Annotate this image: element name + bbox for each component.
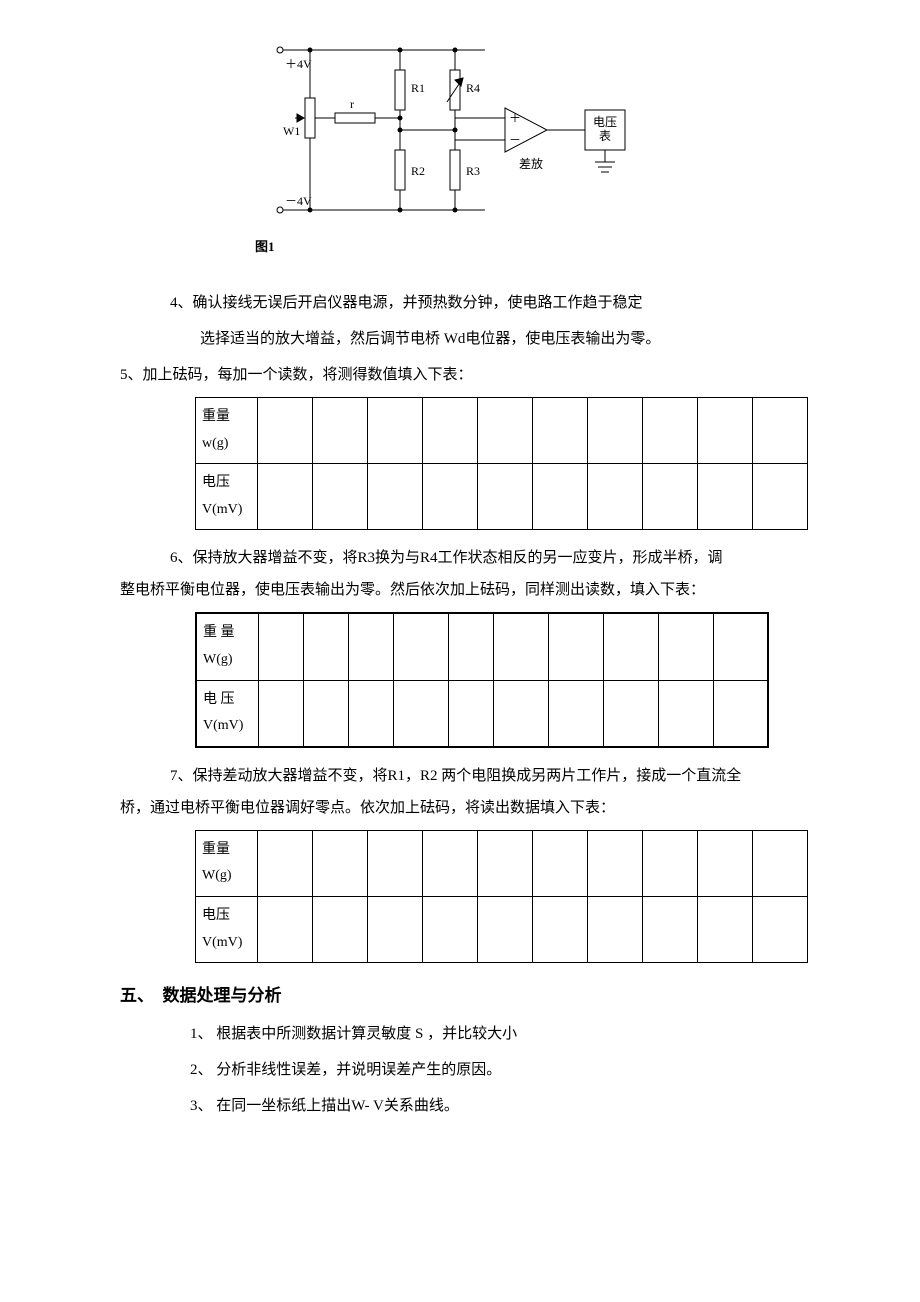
table-cell [348, 613, 393, 680]
label-minus: － [509, 133, 521, 147]
table-cell [448, 613, 493, 680]
table-cell [258, 464, 313, 530]
table-cell [588, 464, 643, 530]
para-7b: 桥，通过电桥平衡电位器调好零点。依次加上砝码，将读出数据填入下表： [0, 790, 920, 826]
data-table-3: 重量W(g) 电压V(mV) [195, 830, 808, 963]
table-cell [588, 398, 643, 464]
label-r1: R1 [411, 81, 425, 95]
page: ＋4V －4V W1 r R1 R2 R4 R3 ＋ － 差放 电压 表 图1 … [0, 0, 920, 1184]
table-cell [753, 398, 808, 464]
para-5: 5、加上砝码，每加一个读数，将测得数值填入下表： [0, 357, 920, 393]
table-cell [713, 613, 768, 680]
table-cell [643, 398, 698, 464]
table-cell [588, 896, 643, 962]
circuit-svg: ＋4V －4V W1 r R1 R2 R4 R3 ＋ － 差放 电压 表 [265, 40, 655, 230]
table-row-header: 电 压V(mV) [196, 680, 258, 747]
table-cell [478, 896, 533, 962]
table-row-header: 重 量W(g) [196, 613, 258, 680]
data-table-2: 重 量W(g) 电 压V(mV) [195, 612, 769, 747]
para-6: 6、保持放大器增益不变，将R3换为与R4工作状态相反的另一应变片，形成半桥，调 [0, 540, 920, 576]
table-cell [533, 464, 588, 530]
table-cell [368, 398, 423, 464]
table-cell [478, 830, 533, 896]
para-4-line1: 4、确认接线无误后开启仪器电源，并预热数分钟，使电路工作趋于稳定 [0, 285, 920, 321]
table-cell [533, 398, 588, 464]
table-cell [533, 896, 588, 962]
para-7: 7、保持差动放大器增益不变，将R1，R2 两个电阻换成另两片工作片，接成一个直流… [0, 758, 920, 794]
table-cell [368, 896, 423, 962]
table-cell [658, 680, 713, 747]
data-table-1: 重量w(g) 电压V(mV) [195, 397, 808, 530]
figure-caption: 图1 [255, 236, 920, 255]
para-4-line2: 选择适当的放大增益，然后调节电桥 Wd电位器，使电压表输出为零。 [0, 321, 920, 357]
table-cell [533, 830, 588, 896]
table-cell [713, 680, 768, 747]
label-r4: R4 [466, 81, 480, 95]
label-minus4v: －4V [285, 194, 312, 208]
table-cell [658, 613, 713, 680]
table-cell [448, 680, 493, 747]
table-cell [643, 830, 698, 896]
table-cell [753, 464, 808, 530]
table-cell [303, 613, 348, 680]
table-cell [258, 830, 313, 896]
table-cell [393, 680, 448, 747]
table-cell [698, 896, 753, 962]
label-meter2: 表 [599, 129, 611, 143]
table-cell [698, 398, 753, 464]
table-cell [493, 613, 548, 680]
table-cell [368, 464, 423, 530]
table-cell [423, 398, 478, 464]
circuit-figure: ＋4V －4V W1 r R1 R2 R4 R3 ＋ － 差放 电压 表 图1 [0, 40, 920, 255]
label-w1: W1 [283, 124, 300, 138]
table-cell [258, 398, 313, 464]
table-row-header: 重量w(g) [196, 398, 258, 464]
table-cell [698, 830, 753, 896]
section-5-heading: 五、 数据处理与分析 [0, 981, 920, 1006]
table-cell [423, 896, 478, 962]
table-cell [478, 464, 533, 530]
label-r2: R2 [411, 164, 425, 178]
table-cell [258, 680, 303, 747]
table-cell [643, 464, 698, 530]
table-cell [603, 613, 658, 680]
table-cell [753, 896, 808, 962]
table-cell [698, 464, 753, 530]
section-5-item-3: 3、 在同一坐标纸上描出W- V关系曲线。 [0, 1088, 920, 1124]
table-cell [303, 680, 348, 747]
para-6b: 整电桥平衡电位器，使电压表输出为零。然后依次加上砝码，同样测出读数，填入下表： [0, 572, 920, 608]
table-cell [348, 680, 393, 747]
table-cell [313, 830, 368, 896]
table-cell [643, 896, 698, 962]
table-cell [368, 830, 423, 896]
table-cell [258, 896, 313, 962]
label-plus: ＋ [509, 111, 521, 125]
label-r: r [350, 97, 354, 111]
label-meter1: 电压 [593, 115, 617, 129]
table-cell [313, 398, 368, 464]
table-cell [478, 398, 533, 464]
table-cell [548, 613, 603, 680]
table-cell [313, 896, 368, 962]
label-amp: 差放 [519, 156, 543, 171]
table-cell [423, 464, 478, 530]
table-cell [603, 680, 658, 747]
table-cell [493, 680, 548, 747]
table-cell [393, 613, 448, 680]
table-row-header: 重量W(g) [196, 830, 258, 896]
label-plus4v: ＋4V [285, 57, 312, 71]
table-row-header: 电压V(mV) [196, 896, 258, 962]
table-cell [313, 464, 368, 530]
table-cell [588, 830, 643, 896]
label-r3: R3 [466, 164, 480, 178]
table-cell [548, 680, 603, 747]
table-row-header: 电压V(mV) [196, 464, 258, 530]
table-cell [753, 830, 808, 896]
section-5-item-2: 2、 分析非线性误差，并说明误差产生的原因。 [0, 1052, 920, 1088]
table-cell [423, 830, 478, 896]
table-cell [258, 613, 303, 680]
section-5-item-1: 1、 根据表中所测数据计算灵敏度 S ，并比较大小 [0, 1016, 920, 1052]
